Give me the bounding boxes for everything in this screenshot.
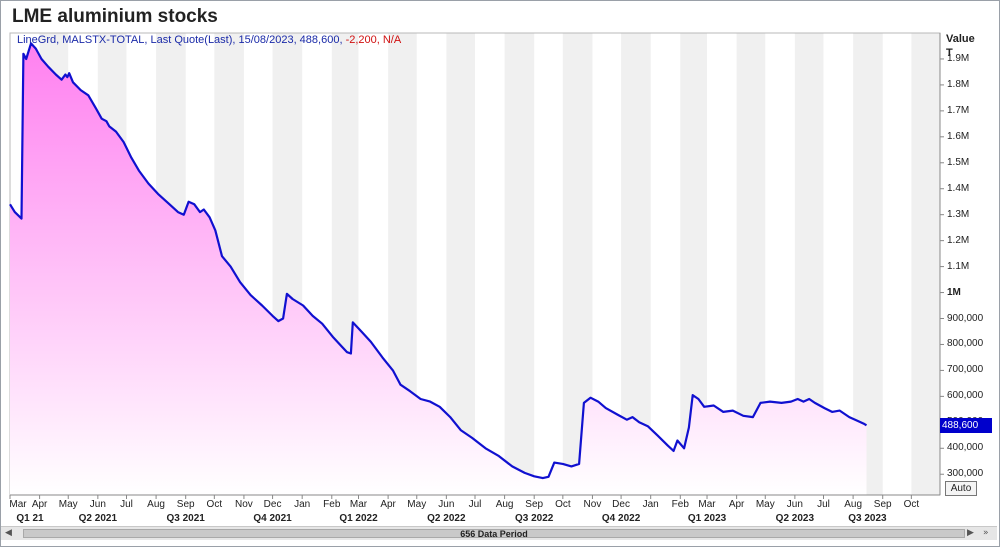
month-band [853, 33, 883, 495]
last-value-badge: 488,600 [940, 418, 992, 434]
x-quarter-label: Q1 2023 [687, 513, 727, 524]
x-tick-label: Feb [671, 499, 689, 510]
x-quarter-label: Q2 2022 [427, 513, 466, 524]
month-band [504, 33, 535, 495]
data-period-label: 656 Data Period [460, 529, 528, 539]
x-quarter-label: Q4 2022 [601, 513, 641, 524]
y-tick-label: 300,000 [947, 468, 984, 480]
series-legend: LineGrd, MALSTX-TOTAL, Last Quote(Last),… [17, 34, 401, 46]
scroll-end-icon[interactable]: » [983, 528, 989, 538]
y-tick-label: 400,000 [947, 442, 984, 454]
x-quarter-label: Q2 2021 [78, 513, 118, 524]
y-tick-label: 1.4M [947, 182, 970, 194]
chart-title: LME aluminium stocks [12, 6, 218, 27]
x-tick-label: Feb [323, 499, 341, 510]
y-tick-label: 1.3M [947, 208, 970, 220]
x-tick-label: Aug [844, 499, 863, 510]
x-tick-label: Apr [31, 499, 48, 510]
scroll-right-icon[interactable]: ▶ [967, 528, 974, 538]
scroll-thumb[interactable]: 656 Data Period [23, 529, 965, 539]
x-quarter-label: Q1 21 [16, 513, 44, 524]
x-quarter-label: Q2 2023 [775, 513, 815, 524]
x-tick-marks [9, 495, 912, 499]
y-axis-unit: T [946, 47, 953, 59]
x-tick-label: Jan [294, 499, 311, 510]
x-tick-label: May [58, 499, 78, 510]
x-tick-label: Apr [728, 499, 745, 510]
x-tick-label: Oct [903, 499, 920, 510]
auto-scale-button[interactable]: Auto [945, 481, 977, 496]
x-tick-label: Dec [263, 499, 282, 510]
y-tick-label: 1.6M [947, 130, 970, 142]
x-tick-label: Mar [349, 499, 368, 510]
x-quarter-label: Q3 2022 [515, 513, 554, 524]
x-tick-label: Dec [612, 499, 630, 510]
y-tick-label: 1M [947, 286, 961, 298]
month-band [621, 33, 651, 495]
x-tick-label: Sep [525, 499, 544, 510]
x-tick-label: Nov [583, 499, 602, 510]
x-tick-label: Mar [9, 499, 27, 510]
x-tick-label: Jul [120, 499, 133, 510]
series-area-fill [10, 43, 867, 496]
legend-prefix: LineGrd, MALSTX-TOTAL, Last Quote(Last),… [17, 34, 343, 46]
y-tick-label: 800,000 [947, 338, 984, 350]
y-tick-label: 600,000 [947, 390, 984, 402]
x-tick-label: Apr [380, 499, 396, 510]
series-line-malstx-total [9, 42, 868, 480]
x-quarter-label: Q3 2021 [166, 513, 205, 524]
x-tick-label: Jun [89, 499, 106, 510]
x-tick-label: May [755, 499, 775, 510]
x-quarter-label: Q4 2021 [253, 513, 292, 524]
time-scrollbar[interactable]: ◀ 656 Data Period ▶ » [1, 526, 997, 540]
legend-change: -2,200, N/A [345, 34, 402, 46]
y-tick-label: 700,000 [947, 364, 984, 376]
y-tick-label: 1.1M [947, 260, 970, 272]
x-quarter-label: Q3 2023 [848, 513, 887, 524]
x-tick-label: Sep [176, 499, 195, 510]
x-tick-label: Jun [786, 499, 803, 510]
y-axis-title: Value [946, 33, 975, 45]
y-tick-label: 1.7M [947, 104, 970, 116]
y-tick-label: 1.8M [947, 78, 970, 90]
x-tick-label: Nov [235, 499, 253, 510]
gridlines [940, 58, 944, 475]
x-tick-label: Sep [873, 499, 892, 510]
x-tick-label: Jun [438, 499, 455, 510]
x-tick-label: Oct [555, 499, 571, 510]
x-tick-label: Aug [495, 499, 514, 510]
y-tick-label: 900,000 [947, 312, 984, 324]
month-band [911, 33, 940, 495]
y-tick-label: 1.2M [947, 234, 970, 246]
x-quarter-label: Q1 2022 [339, 513, 378, 524]
y-tick-label: 1.9M [947, 52, 970, 64]
x-tick-label: Jul [468, 499, 482, 510]
x-tick-label: Oct [206, 499, 223, 510]
scroll-left-icon[interactable]: ◀ [5, 528, 12, 538]
x-tick-label: Jul [817, 499, 830, 510]
x-tick-label: May [407, 499, 427, 510]
x-tick-label: Mar [698, 499, 716, 510]
x-tick-label: Aug [147, 499, 165, 510]
y-tick-label: 1.5M [947, 156, 970, 168]
x-tick-label: Jan [642, 499, 659, 510]
